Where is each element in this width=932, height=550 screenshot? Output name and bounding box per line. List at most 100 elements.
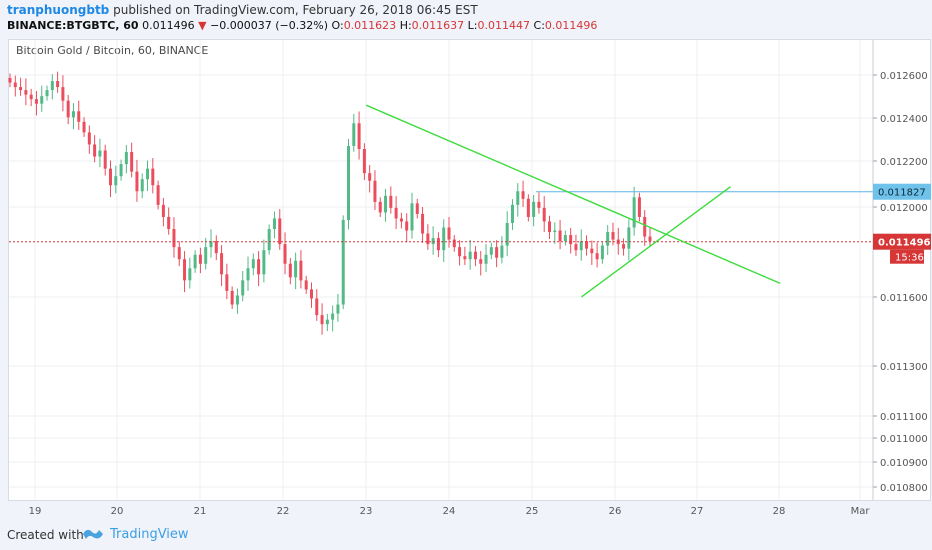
candle-body <box>569 235 573 245</box>
candle-body <box>251 259 255 269</box>
candle-body <box>294 260 298 278</box>
candle-body <box>140 179 144 192</box>
candle-body <box>225 274 229 291</box>
candle-body <box>452 239 456 248</box>
candle-body <box>458 247 462 257</box>
candle-body <box>378 201 382 213</box>
candle-body <box>103 150 107 169</box>
x-tick-label: 23 <box>360 506 373 517</box>
candle-body <box>183 259 187 281</box>
candle-body <box>34 99 38 104</box>
footer: Created with TradingView <box>0 519 932 550</box>
candle-body <box>71 111 75 118</box>
candle-body <box>558 230 562 242</box>
candle-body <box>548 221 552 233</box>
candle-body <box>500 245 504 258</box>
candle-body <box>29 94 33 100</box>
candle-body <box>447 227 451 240</box>
candle-body <box>606 232 610 246</box>
candle-body <box>214 241 218 254</box>
candle-body <box>209 241 213 248</box>
y-tick-label: 0.011300 <box>880 362 928 373</box>
y-tick-label: 0.010900 <box>880 458 928 469</box>
y-tick-label: 0.012600 <box>880 71 928 82</box>
last-price: 0.011496 <box>142 19 195 32</box>
tradingview-logo-icon[interactable] <box>82 526 104 542</box>
candle-body <box>341 219 345 305</box>
candle-body <box>114 176 118 186</box>
candle-body <box>315 298 319 316</box>
created-with-label: Created with <box>7 528 84 542</box>
candle-body <box>585 241 589 249</box>
candle-body <box>410 203 414 231</box>
candle-body <box>521 191 525 199</box>
candle-body <box>299 260 303 281</box>
y-tick-label: 0.012000 <box>880 203 928 214</box>
candle-body <box>24 90 28 95</box>
candle-body <box>495 247 499 258</box>
candle-body <box>627 227 631 249</box>
x-tick-label: 22 <box>277 506 290 517</box>
candle-body <box>331 313 335 320</box>
candle-body <box>56 81 60 88</box>
candle-body <box>357 123 361 149</box>
candle-body <box>167 216 171 230</box>
candle-body <box>172 229 176 248</box>
candle-body <box>188 268 192 281</box>
published-text: published on TradingView.com, February 2… <box>113 3 478 17</box>
trendline[interactable] <box>581 186 731 298</box>
candle-body <box>124 152 128 165</box>
candle-body <box>288 263 292 278</box>
high-value: 0.011637 <box>411 19 465 32</box>
candle-body <box>463 256 467 260</box>
candle-body <box>257 259 261 275</box>
candle-body <box>40 96 44 104</box>
candle-body <box>595 253 599 260</box>
x-tick-label: 21 <box>194 506 207 517</box>
author-link[interactable]: tranphuongbtb <box>7 3 110 17</box>
candle-body <box>421 213 425 234</box>
tradingview-brand[interactable]: TradingView <box>110 527 189 542</box>
low-value: 0.011447 <box>477 19 531 32</box>
candle-body <box>320 315 324 325</box>
candle-body <box>579 241 583 251</box>
candle-body <box>93 144 97 157</box>
candle-body <box>130 152 134 172</box>
candle-body <box>516 191 520 205</box>
candle-body <box>399 218 403 222</box>
candle-body <box>146 168 150 180</box>
candle-body <box>267 229 271 251</box>
close-label: C: <box>533 19 545 32</box>
chart-pane[interactable] <box>8 39 931 501</box>
price-chart[interactable]: 19 20 21 22 23 24 25 26 27 28 Mar 0.012600 0.012400 0… <box>0 0 932 520</box>
candle-body <box>278 218 282 245</box>
x-tick-label: 26 <box>609 506 622 517</box>
candle-body <box>537 201 541 208</box>
candle-body <box>336 304 340 314</box>
countdown-label: 15:36 <box>895 253 924 264</box>
candle-body <box>468 251 472 260</box>
candle-body <box>590 248 594 254</box>
candle-body <box>50 81 54 91</box>
x-tick-label: 27 <box>691 506 704 517</box>
open-value: 0.011623 <box>343 19 397 32</box>
candle-body <box>405 221 409 231</box>
x-tick-label: 24 <box>443 506 456 517</box>
trendline[interactable] <box>365 104 781 285</box>
x-tick-label: 25 <box>526 506 539 517</box>
candle-body <box>262 250 266 275</box>
candle-body <box>553 230 557 233</box>
candle-body <box>193 254 197 269</box>
current-price-label: 0.011496 <box>878 238 931 249</box>
candle-body <box>415 203 419 214</box>
candle-body <box>98 150 102 157</box>
candle-body <box>431 238 435 245</box>
candle-body <box>510 204 514 223</box>
candle-body <box>235 295 239 305</box>
candle-body <box>304 280 308 290</box>
candle-body <box>563 235 567 242</box>
chart-title: Bitcoin Gold / Bitcoin, 60, BINANCE <box>16 44 209 57</box>
candle-body <box>177 247 181 260</box>
symbol-line: BINANCE:BTGBTC, 60 0.011496 ▼ −0.000037 … <box>7 19 597 32</box>
price-change: −0.000037 (−0.32%) <box>210 19 329 32</box>
